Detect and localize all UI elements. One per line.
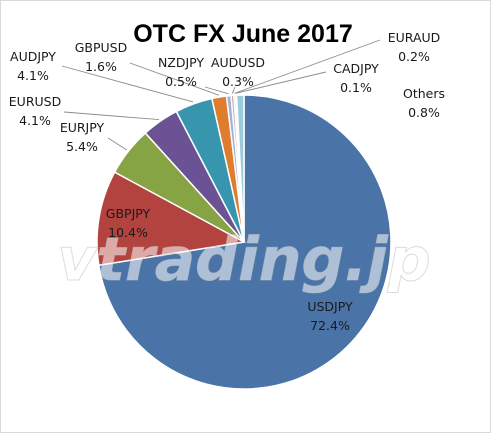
pie-slice-others — [235, 94, 245, 243]
slice-label-nzdjpy: NZDJPY — [158, 55, 204, 70]
watermark-text: vtrading.jp — [57, 225, 430, 295]
leader-line-cadjpy — [235, 71, 327, 94]
pie-slices — [96, 94, 392, 390]
slice-value-gbpjpy: 10.4% — [108, 225, 148, 240]
slice-label-eurjpy: EURJPY — [60, 120, 105, 135]
chart-title: OTC FX June 2017 — [133, 20, 353, 48]
slice-value-usdjpy: 72.4% — [310, 318, 350, 333]
leader-line-nzdjpy — [204, 86, 229, 95]
leader-line-euraud — [234, 39, 381, 94]
slice-value-audjpy: 4.1% — [17, 68, 49, 83]
slice-label-eurusd: EURUSD — [9, 94, 61, 109]
slice-value-eurjpy: 5.4% — [66, 139, 98, 154]
slice-label-usdjpy: USDJPY — [307, 299, 353, 314]
slice-label-others: Others — [403, 86, 445, 101]
slice-value-gbpusd: 1.6% — [85, 59, 117, 74]
slice-labels: USDJPY 72.4% GBPJPY 10.4% EURJPY 5.4% EURUSD 4.… — [9, 30, 445, 333]
slice-label-gbpjpy: GBPJPY — [106, 206, 151, 221]
leader-line-eurusd — [63, 111, 160, 121]
slice-value-euraud: 0.2% — [398, 49, 430, 64]
leader-line-audjpy — [61, 65, 194, 103]
slice-label-euraud: EURAUD — [388, 30, 441, 45]
slice-value-cadjpy: 0.1% — [340, 80, 372, 95]
slice-value-eurusd: 4.1% — [19, 113, 51, 128]
leader-line-audusd — [231, 86, 236, 94]
slice-label-cadjpy: CADJPY — [333, 61, 379, 76]
pie-slice-gbpjpy — [96, 171, 247, 267]
slice-label-audjpy: AUDJPY — [10, 49, 56, 64]
leader-line-gbpusd — [129, 62, 219, 96]
slice-label-gbpusd: GBPUSD — [75, 40, 128, 55]
slice-label-audusd: AUDUSD — [211, 55, 265, 70]
leader-lines — [61, 39, 381, 151]
leader-line-eurjpy — [107, 137, 128, 151]
slice-value-others: 0.8% — [408, 105, 440, 120]
slice-value-audusd: 0.3% — [222, 74, 254, 89]
slice-value-nzdjpy: 0.5% — [165, 74, 197, 89]
